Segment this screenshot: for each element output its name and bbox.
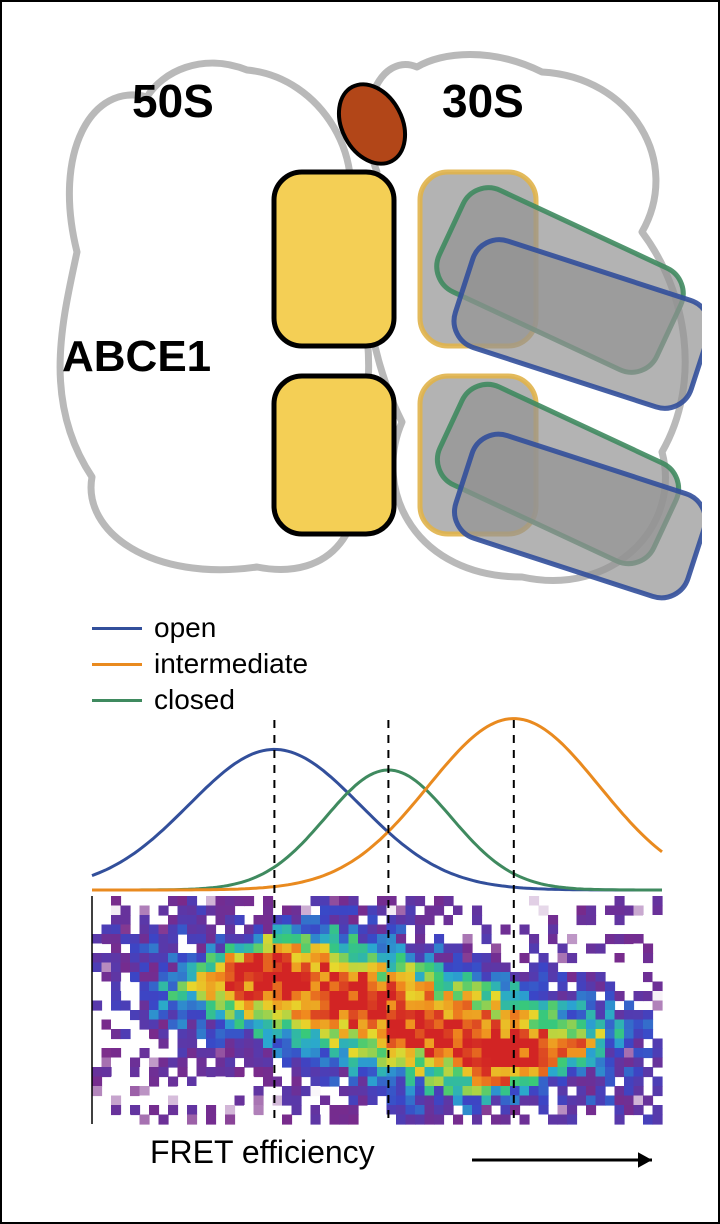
legend-swatch-intermediate xyxy=(92,663,142,666)
legend-label: intermediate xyxy=(154,648,308,680)
legend-item: intermediate xyxy=(92,648,308,680)
curve-legend: open intermediate closed xyxy=(92,612,308,720)
legend-swatch-closed xyxy=(92,699,142,702)
legend-item: open xyxy=(92,612,308,644)
label-30s: 30S xyxy=(442,74,524,128)
label-50s: 50S xyxy=(132,74,214,128)
legend-label: open xyxy=(154,612,216,644)
protein-diagram: 50S 30S ABCE1 xyxy=(22,22,698,602)
diagram-svg xyxy=(22,22,702,602)
x-axis-label: FRET efficiency xyxy=(150,1134,375,1171)
fret-chart: open intermediate closed FRET efficiency xyxy=(62,612,678,1172)
label-abce1: ABCE1 xyxy=(62,332,211,382)
legend-item: closed xyxy=(92,684,308,716)
legend-swatch-open xyxy=(92,627,142,630)
legend-label: closed xyxy=(154,684,235,716)
